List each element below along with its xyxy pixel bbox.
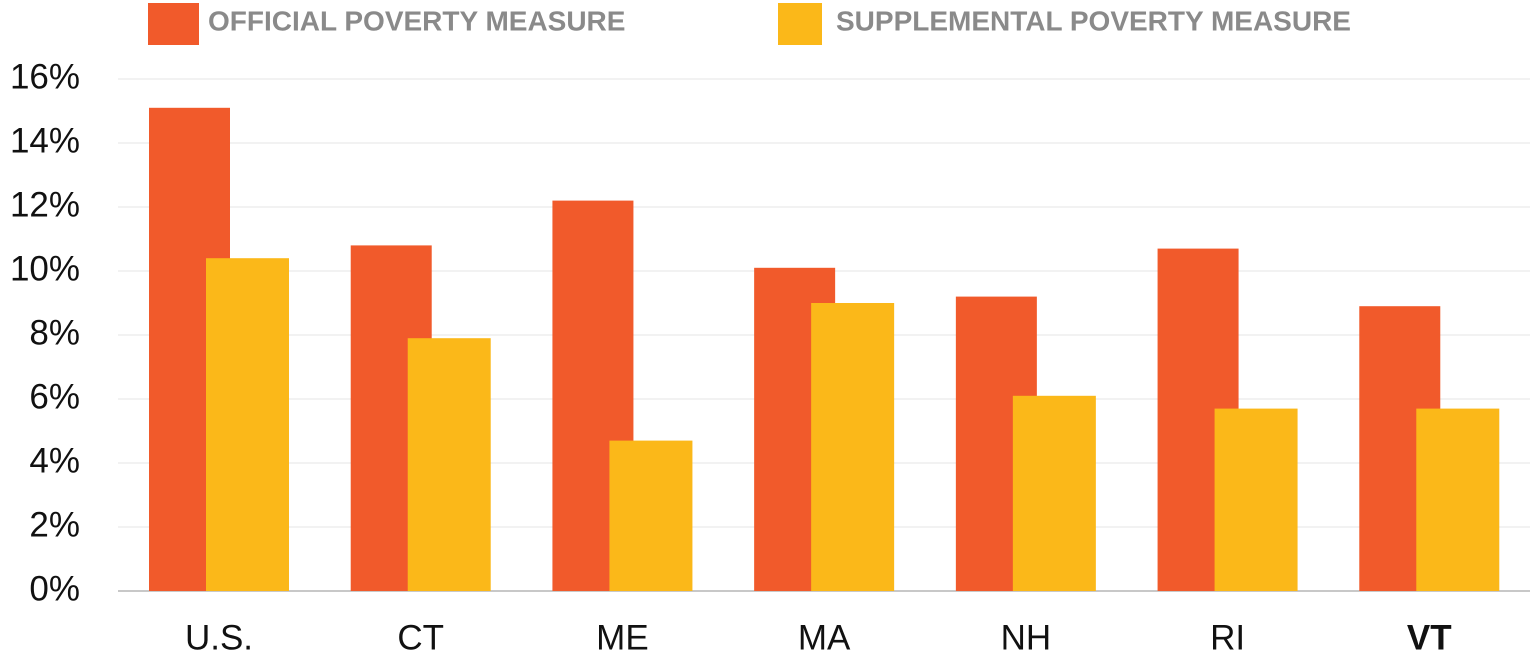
y-tick-label: 16% [10, 57, 80, 96]
legend-swatch [778, 3, 822, 45]
x-tick-label: MA [798, 618, 851, 657]
y-tick-label: 8% [29, 313, 80, 352]
x-tick-label: CT [397, 618, 444, 657]
x-tick-label: VT [1407, 618, 1452, 657]
bar [811, 303, 895, 591]
y-tick-label: 4% [29, 441, 80, 480]
x-tick-label: NH [1001, 618, 1052, 657]
legend-swatch [148, 3, 199, 45]
bar [1214, 408, 1298, 591]
y-tick-label: 14% [10, 121, 80, 160]
y-tick-label: 10% [10, 249, 80, 288]
bar [609, 440, 693, 591]
y-tick-label: 6% [29, 377, 80, 416]
x-tick-label: U.S. [185, 618, 253, 657]
y-tick-label: 0% [29, 569, 80, 608]
y-tick-label: 2% [29, 505, 80, 544]
bar [1012, 395, 1096, 591]
y-tick-label: 12% [10, 185, 80, 224]
x-tick-label: ME [596, 618, 649, 657]
bar [407, 338, 491, 591]
legend-label: SUPPLEMENTAL POVERTY MEASURE [836, 5, 1351, 36]
x-tick-label: RI [1210, 618, 1245, 657]
bar [206, 258, 289, 591]
bar [1416, 408, 1500, 591]
legend-label: OFFICIAL POVERTY MEASURE [208, 5, 625, 36]
